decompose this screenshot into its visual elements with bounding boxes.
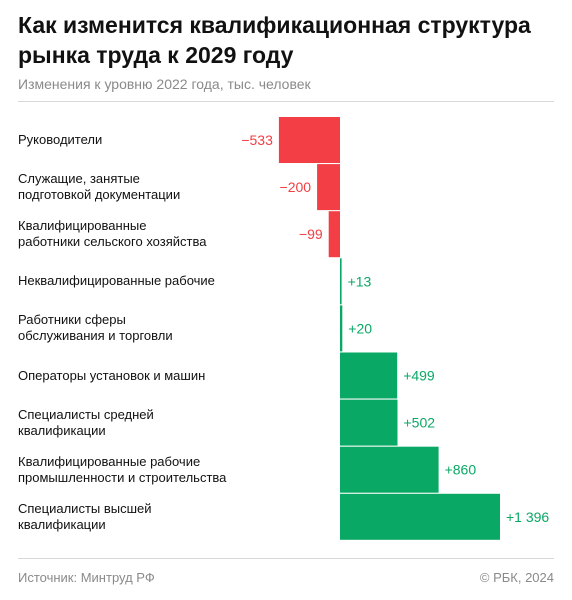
bar-value-label: −533 (241, 132, 273, 148)
bar-value-label: +502 (404, 415, 436, 431)
category-label-line: Неквалифицированные рабочие (18, 273, 215, 289)
bar-7 (340, 399, 398, 446)
bar-2 (317, 164, 340, 211)
category-label-line: Руководители (18, 132, 103, 147)
category-label: Неквалифицированные рабочие (18, 273, 248, 289)
category-label-line: квалификации (18, 422, 106, 438)
chart-title: Как изменится квалификационная структура… (18, 12, 531, 68)
copyright-note: © РБК, 2024 (479, 570, 554, 585)
bar-8 (340, 446, 439, 493)
bar-value-label: −200 (280, 179, 312, 195)
source-note: Источник: Минтруд РФ (18, 570, 155, 585)
chart-subtitle: Изменения к уровню 2022 года, тыс. челов… (18, 76, 311, 92)
category-label: Руководители (18, 132, 248, 148)
category-label: Специалисты высшей квалификации (18, 501, 248, 533)
bar-value-label: +13 (348, 273, 372, 289)
bar-value-label: −99 (299, 226, 323, 242)
category-label-line: работники сельского хозяйства (18, 234, 207, 250)
bar-5 (340, 305, 343, 352)
bar-1 (278, 117, 340, 163)
bar-3 (328, 211, 340, 258)
category-label-line: промышленности и строительства (18, 469, 227, 485)
category-label: Квалифицированные работники сельского хоз… (18, 218, 248, 250)
category-label-line: обслуживания и торговли (18, 328, 173, 344)
bar-value-label: +860 (445, 462, 477, 478)
category-label: Специалисты средней квалификации (18, 407, 248, 439)
category-label-line: подготовкой документации (18, 187, 181, 203)
category-label-line: Специалисты средней (18, 406, 154, 422)
bar-4 (340, 258, 342, 305)
category-label-line: Служащие, занятые (18, 171, 140, 187)
category-label-line: квалификации (18, 516, 106, 532)
category-label-line: Операторы установок и машин (18, 367, 206, 383)
top-divider (18, 101, 554, 102)
category-label-line: Квалифицированные (18, 218, 147, 234)
bar-value-label: +20 (348, 320, 372, 336)
category-label: Служащие, занятые подготовкой документаци… (18, 171, 248, 203)
category-label: Работники сферы обслуживания и торговли (18, 312, 248, 344)
category-label-line: Специалисты высшей (18, 500, 152, 516)
bar-6 (340, 352, 398, 399)
bottom-divider (18, 558, 554, 559)
bar-value-label: +1 396 (506, 509, 549, 525)
category-label-line: Квалифицированные рабочие (18, 453, 201, 469)
category-label-line: Работники сферы (18, 312, 126, 328)
category-label: Операторы установок и машин (18, 368, 248, 384)
bar-9 (340, 493, 500, 540)
category-label: Квалифицированные рабочие промышленности … (18, 454, 248, 486)
bar-value-label: +499 (403, 368, 435, 384)
